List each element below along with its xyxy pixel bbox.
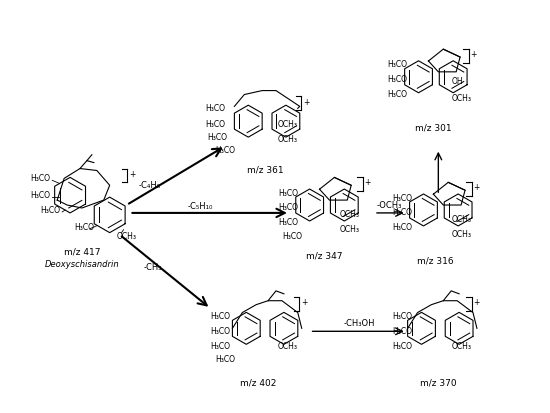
Text: -CH₃: -CH₃ <box>144 263 162 272</box>
Text: OCH₃: OCH₃ <box>451 215 471 224</box>
Text: OCH₃: OCH₃ <box>278 120 298 128</box>
Text: H₃CO: H₃CO <box>206 104 225 113</box>
Text: OCH₃: OCH₃ <box>278 135 298 145</box>
Text: m/z 361: m/z 361 <box>247 166 283 175</box>
Text: -C₅H₁₀: -C₅H₁₀ <box>188 202 213 211</box>
Text: OCH₃: OCH₃ <box>451 342 471 351</box>
Text: +: + <box>474 298 480 307</box>
Text: m/z 347: m/z 347 <box>306 252 343 261</box>
Text: OCH₃: OCH₃ <box>339 210 359 219</box>
Text: H₃CO: H₃CO <box>30 191 51 199</box>
Text: H₃CO: H₃CO <box>216 146 235 155</box>
Text: H₃CO: H₃CO <box>40 206 60 216</box>
Text: OCH₃: OCH₃ <box>339 225 359 234</box>
Text: H₃CO: H₃CO <box>278 218 298 227</box>
Text: H₃CO: H₃CO <box>282 232 302 241</box>
Text: H₃CO: H₃CO <box>392 312 412 321</box>
Text: m/z 301: m/z 301 <box>415 123 452 133</box>
Text: +: + <box>365 178 371 188</box>
Text: OCH₃: OCH₃ <box>451 94 471 103</box>
Text: m/z 417: m/z 417 <box>64 248 100 257</box>
Text: m/z 370: m/z 370 <box>420 378 456 387</box>
Text: OCH₃: OCH₃ <box>278 342 298 351</box>
Text: H₃CO: H₃CO <box>211 327 230 336</box>
Text: H₃CO: H₃CO <box>387 90 407 99</box>
Text: -CH₃OH: -CH₃OH <box>343 319 375 328</box>
Text: H₃CO: H₃CO <box>216 356 235 364</box>
Text: H₃CO: H₃CO <box>30 174 51 183</box>
Text: H₃CO: H₃CO <box>392 194 412 203</box>
Text: H₃CO: H₃CO <box>392 209 412 217</box>
Text: +: + <box>129 170 135 178</box>
Text: H₃CO: H₃CO <box>392 327 412 336</box>
Text: OCH₃: OCH₃ <box>117 232 136 241</box>
Text: m/z 402: m/z 402 <box>240 378 276 387</box>
Text: Deoxyschisandrin: Deoxyschisandrin <box>45 260 119 269</box>
Text: H₃CO: H₃CO <box>211 312 230 321</box>
Text: m/z 316: m/z 316 <box>417 257 454 266</box>
Text: -C₄H₈: -C₄H₈ <box>138 181 161 190</box>
Text: H₃CO: H₃CO <box>211 342 230 351</box>
Text: +: + <box>471 50 477 59</box>
Text: OH: OH <box>451 77 463 86</box>
Text: H₃CO: H₃CO <box>392 223 412 232</box>
Text: H₃CO: H₃CO <box>208 133 228 142</box>
Text: +: + <box>474 183 480 192</box>
Text: H₃CO: H₃CO <box>278 204 298 212</box>
Text: H₃CO: H₃CO <box>278 189 298 198</box>
Text: H₃CO: H₃CO <box>387 60 407 69</box>
Text: H₃CO: H₃CO <box>74 223 94 232</box>
Text: -OCH₃: -OCH₃ <box>376 201 402 209</box>
Text: +: + <box>301 298 307 307</box>
Text: OCH₃: OCH₃ <box>451 230 471 239</box>
Text: H₃CO: H₃CO <box>392 342 412 351</box>
Text: H₃CO: H₃CO <box>206 120 225 128</box>
Text: H₃CO: H₃CO <box>387 75 407 84</box>
Text: +: + <box>303 97 310 107</box>
